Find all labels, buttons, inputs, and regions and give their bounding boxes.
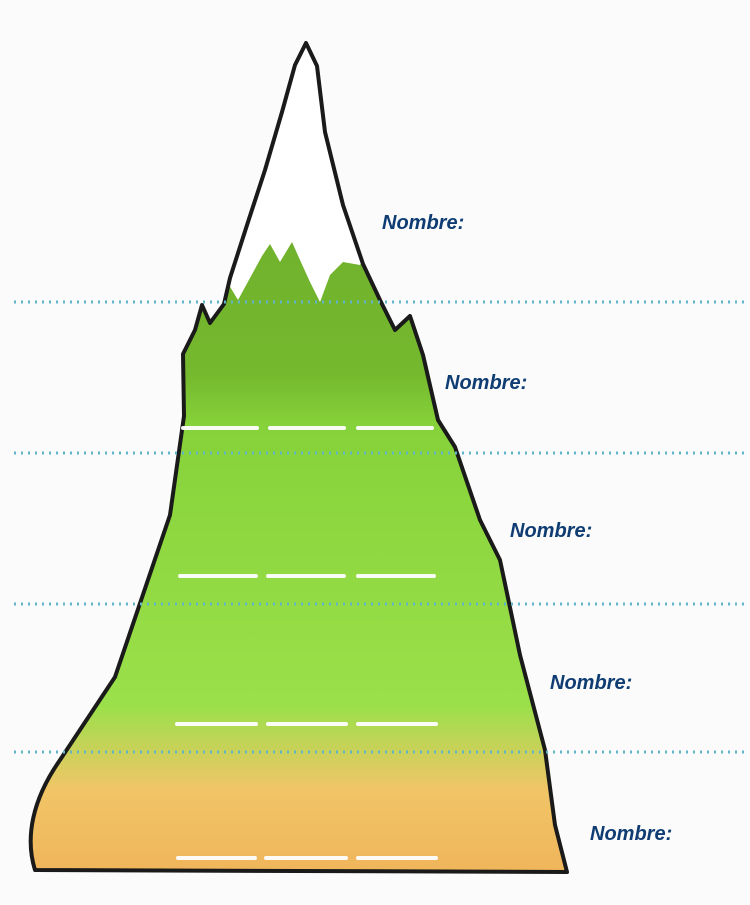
label-level-3: Nombre: <box>510 520 592 542</box>
label-level-2: Nombre: <box>445 372 527 394</box>
label-level-4: Nombre: <box>550 672 632 694</box>
label-level-1: Nombre: <box>382 212 464 234</box>
mountain-body <box>30 43 568 872</box>
label-level-5: Nombre: <box>590 823 672 845</box>
writing-lines <box>175 426 438 860</box>
level-labels: Nombre: Nombre: Nombre: Nombre: Nombre: <box>382 212 672 845</box>
mountain-outline <box>28 41 569 874</box>
snow-cap <box>220 43 375 302</box>
